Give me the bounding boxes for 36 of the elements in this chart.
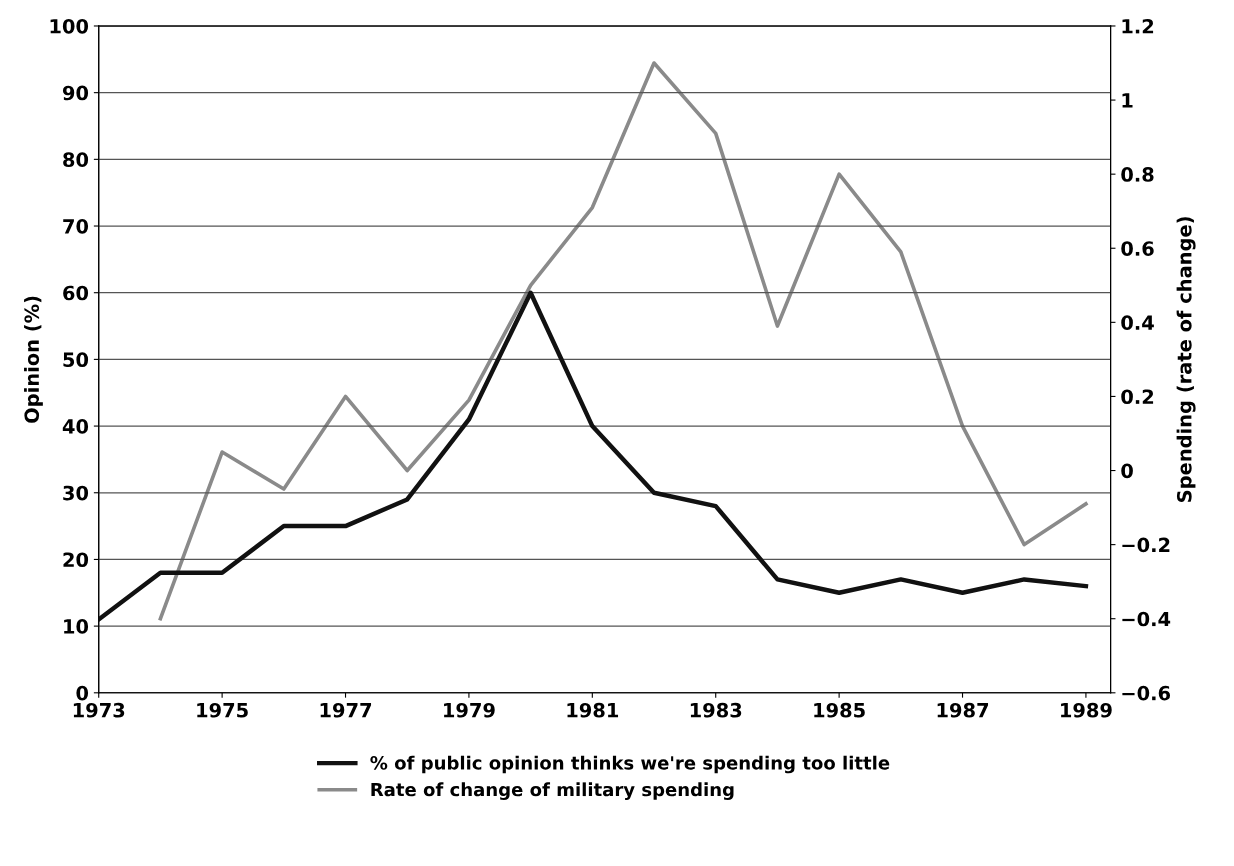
legend-label: Rate of change of military spending xyxy=(371,782,734,800)
y-tick-label: 0 xyxy=(76,685,89,701)
y-tick-label: 60 xyxy=(63,285,89,301)
y2-tick-label: 0.8 xyxy=(1121,167,1154,182)
x-tick-label: 1973 xyxy=(73,702,125,718)
x-tick-label: 1975 xyxy=(197,702,248,718)
y2-tick-label: 0.6 xyxy=(1121,241,1154,256)
x-tick-label: 1985 xyxy=(814,702,865,718)
y-tick-label: 100 xyxy=(50,18,89,34)
y-tick-label: 10 xyxy=(64,619,89,634)
y-axis-title: Opinion (%) xyxy=(24,296,43,423)
y-tick-label: 40 xyxy=(62,419,89,434)
line-series xyxy=(98,290,1089,622)
x-tick-label: 1977 xyxy=(320,702,372,718)
y2-tick-label: −0.4 xyxy=(1122,611,1171,627)
y2-tick-label: −0.6 xyxy=(1122,685,1171,701)
x-tick-label: 1983 xyxy=(690,702,742,718)
x-tick-label: 1987 xyxy=(937,702,989,718)
y2-tick-label: −0.2 xyxy=(1122,537,1170,553)
y-tick-label: 50 xyxy=(63,352,89,368)
y-tick-label: 70 xyxy=(63,218,89,234)
x-tick-label: 1979 xyxy=(444,702,495,718)
line-series xyxy=(158,61,1088,621)
x-tick-label: 1989 xyxy=(1061,702,1112,718)
y2-tick-label: 0.4 xyxy=(1121,315,1154,331)
y-tick-label: 90 xyxy=(62,85,89,101)
y2-tick-label: 1 xyxy=(1122,93,1133,108)
legend-label: % of public opinion thinks we're spending too little xyxy=(370,755,890,774)
y2-tick-label: 0.2 xyxy=(1121,389,1154,405)
y-tick-label: 30 xyxy=(63,485,89,501)
y2-tick-label: 0 xyxy=(1121,463,1133,479)
y2-tick-label: 1.2 xyxy=(1122,18,1154,34)
x-tick-label: 1981 xyxy=(567,702,619,718)
y-tick-label: 80 xyxy=(63,152,89,168)
y2-axis-title: Spending (rate of change) xyxy=(1176,217,1196,502)
y-tick-label: 20 xyxy=(63,552,89,568)
